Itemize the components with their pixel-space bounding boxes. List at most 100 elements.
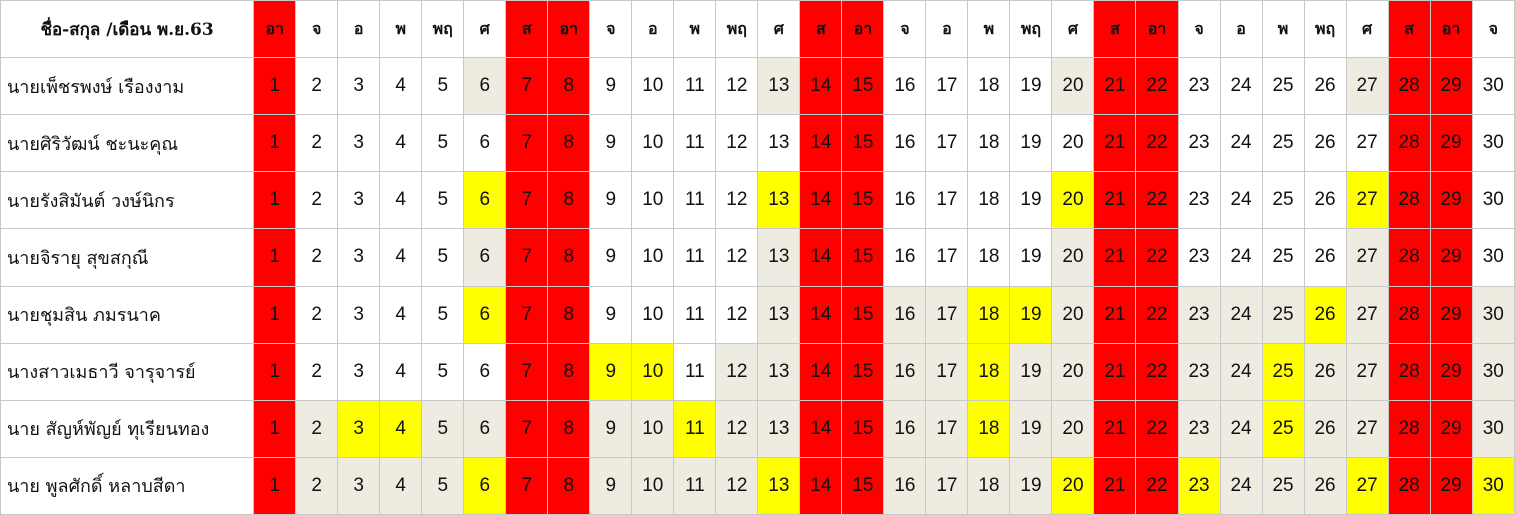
day-cell: 29: [1429, 114, 1473, 173]
day-cell: 24: [1219, 285, 1263, 344]
day-cell: 16: [883, 114, 927, 173]
table-row: นายเพ็ชรพงษ์ เรืองงาม 1 2 3 4 5 6 7 8 9 10 11 12 13 14…: [0, 56, 1515, 116]
staff-name: นายศิริวัฒน์ ชะนะคุณ: [0, 114, 255, 173]
day-cell: 26: [1303, 114, 1347, 173]
day-cell: 1: [253, 114, 297, 173]
day-cell: 19: [1009, 56, 1053, 116]
table-row: นายชุมสิน ภมรนาค 1 2 3 4 5 6 7 8 9 10 11 12 13 14 15 16 1…: [0, 285, 1515, 344]
day-cell: 21: [1093, 342, 1137, 401]
day-cell: 4: [379, 456, 423, 515]
day-cell: 13: [757, 114, 801, 173]
day-cell: 1: [253, 342, 297, 401]
day-cell: 8: [547, 114, 591, 173]
day-cell: 4: [379, 56, 423, 116]
day-cell: 9: [589, 456, 633, 515]
weekday-header-12: พฤ: [715, 0, 759, 58]
day-cell: 14: [799, 114, 843, 173]
weekday-header-21: ส: [1093, 0, 1137, 58]
day-cell: 4: [379, 171, 423, 230]
day-cell: 6: [463, 285, 507, 344]
day-cell: 24: [1219, 171, 1263, 230]
day-cell: 2: [295, 56, 339, 116]
day-cell: 17: [925, 342, 969, 401]
day-cell: 27: [1345, 56, 1389, 116]
day-cell: 18: [967, 228, 1011, 287]
day-cell: 18: [967, 456, 1011, 515]
day-cell: 1: [253, 456, 297, 515]
day-cell: 14: [799, 399, 843, 458]
day-cell: 12: [715, 285, 759, 344]
staff-name: นายรังสิมันต์ วงษ์นิกร: [0, 171, 255, 230]
day-cell: 24: [1219, 342, 1263, 401]
staff-name: นาย พูลศักดิ์ หลาบสีดา: [0, 456, 255, 515]
weekday-header-2: จ: [295, 0, 339, 58]
day-cell: 16: [883, 171, 927, 230]
day-cell: 7: [505, 228, 549, 287]
day-cell: 22: [1135, 171, 1179, 230]
weekday-header-15: อา: [841, 0, 885, 58]
staff-name: นายชุมสิน ภมรนาค: [0, 285, 255, 344]
day-cell: 2: [295, 399, 339, 458]
weekday-header-25: พ: [1261, 0, 1305, 58]
day-cell: 19: [1009, 342, 1053, 401]
table-row: นาย สัญห์พัญย์ ทุเรียนทอง 1 2 3 4 5 6 7 8 9 10 11 12…: [0, 399, 1515, 458]
day-cell: 9: [589, 285, 633, 344]
day-cell: 26: [1303, 399, 1347, 458]
day-cell: 11: [673, 285, 717, 344]
day-cell: 30: [1471, 56, 1515, 116]
day-cell: 29: [1429, 228, 1473, 287]
day-cell: 2: [295, 456, 339, 515]
day-cell: 29: [1429, 399, 1473, 458]
day-cell: 8: [547, 171, 591, 230]
day-cell: 13: [757, 228, 801, 287]
day-cell: 26: [1303, 171, 1347, 230]
day-cell: 17: [925, 171, 969, 230]
day-cell: 2: [295, 342, 339, 401]
weekday-header-1: อา: [253, 0, 297, 58]
weekday-header-26: พฤ: [1303, 0, 1347, 58]
day-cell: 20: [1051, 399, 1095, 458]
day-cell: 16: [883, 456, 927, 515]
day-cell: 11: [673, 456, 717, 515]
day-cell: 19: [1009, 228, 1053, 287]
day-cell: 27: [1345, 342, 1389, 401]
day-cell: 9: [589, 342, 633, 401]
day-cell: 10: [631, 342, 675, 401]
day-cell: 15: [841, 228, 885, 287]
day-cell: 9: [589, 228, 633, 287]
day-cell: 25: [1261, 342, 1305, 401]
day-cell: 22: [1135, 228, 1179, 287]
day-cell: 15: [841, 399, 885, 458]
day-cell: 15: [841, 285, 885, 344]
day-cell: 20: [1051, 228, 1095, 287]
day-cell: 14: [799, 456, 843, 515]
day-cell: 20: [1051, 114, 1095, 173]
day-cell: 7: [505, 285, 549, 344]
day-cell: 20: [1051, 456, 1095, 515]
day-cell: 21: [1093, 56, 1137, 116]
day-cell: 30: [1471, 399, 1515, 458]
day-cell: 12: [715, 399, 759, 458]
day-cell: 11: [673, 171, 717, 230]
day-cell: 5: [421, 56, 465, 116]
day-cell: 15: [841, 56, 885, 116]
day-cell: 18: [967, 56, 1011, 116]
day-cell: 16: [883, 228, 927, 287]
day-cell: 27: [1345, 228, 1389, 287]
day-cell: 25: [1261, 171, 1305, 230]
day-cell: 11: [673, 342, 717, 401]
day-cell: 1: [253, 171, 297, 230]
day-cell: 22: [1135, 56, 1179, 116]
staff-name: นายจิรายุ สุขสกุณี: [0, 228, 255, 287]
day-cell: 10: [631, 285, 675, 344]
day-cell: 21: [1093, 171, 1137, 230]
day-cell: 18: [967, 114, 1011, 173]
day-cell: 29: [1429, 285, 1473, 344]
day-cell: 6: [463, 456, 507, 515]
day-cell: 8: [547, 456, 591, 515]
day-cell: 23: [1177, 456, 1221, 515]
day-cell: 7: [505, 399, 549, 458]
day-cell: 13: [757, 285, 801, 344]
weekday-header-7: ส: [505, 0, 549, 58]
day-cell: 12: [715, 456, 759, 515]
